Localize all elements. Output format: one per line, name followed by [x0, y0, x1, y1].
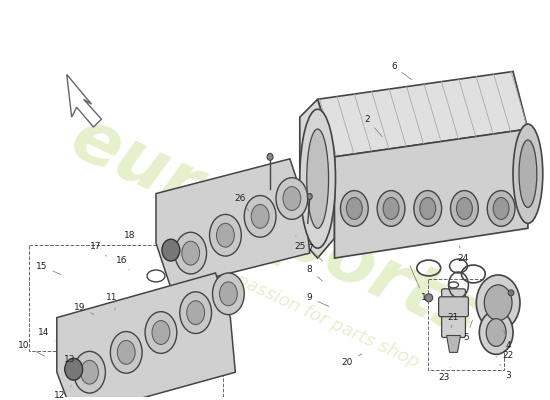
Ellipse shape	[450, 190, 478, 226]
Polygon shape	[334, 129, 528, 258]
Ellipse shape	[519, 140, 537, 208]
Ellipse shape	[65, 358, 82, 380]
Text: 9: 9	[307, 293, 329, 306]
Text: eurosports: eurosports	[59, 103, 491, 353]
Text: 14: 14	[39, 328, 54, 341]
Text: 26: 26	[235, 194, 249, 211]
Ellipse shape	[111, 332, 142, 373]
Ellipse shape	[276, 178, 308, 219]
Text: 8: 8	[307, 266, 322, 281]
Text: 11: 11	[106, 293, 117, 310]
Text: 24: 24	[458, 246, 469, 262]
Ellipse shape	[182, 241, 200, 265]
Polygon shape	[300, 99, 334, 258]
Ellipse shape	[283, 187, 301, 210]
Ellipse shape	[377, 190, 405, 226]
Ellipse shape	[212, 273, 244, 315]
Polygon shape	[318, 72, 528, 157]
Ellipse shape	[425, 294, 433, 302]
Text: 19: 19	[74, 303, 94, 314]
Ellipse shape	[175, 232, 207, 274]
Ellipse shape	[340, 190, 368, 226]
Ellipse shape	[487, 190, 515, 226]
Ellipse shape	[74, 351, 106, 393]
Ellipse shape	[493, 198, 509, 219]
Ellipse shape	[180, 292, 212, 334]
Ellipse shape	[484, 285, 512, 321]
Text: 13: 13	[64, 355, 76, 367]
Text: 23: 23	[438, 368, 450, 382]
Ellipse shape	[456, 198, 472, 219]
Text: 25: 25	[294, 236, 305, 251]
Text: 16: 16	[116, 256, 129, 270]
Ellipse shape	[300, 109, 336, 248]
Ellipse shape	[383, 198, 399, 219]
Ellipse shape	[476, 275, 520, 330]
Text: 10: 10	[18, 341, 45, 356]
Ellipse shape	[479, 311, 513, 354]
Text: 12: 12	[54, 386, 72, 400]
Ellipse shape	[420, 198, 436, 219]
Text: a passion for parts shop: a passion for parts shop	[218, 264, 421, 372]
FancyBboxPatch shape	[442, 289, 465, 338]
Text: 17: 17	[90, 242, 106, 256]
Ellipse shape	[486, 319, 506, 346]
Text: 2: 2	[365, 115, 382, 137]
Ellipse shape	[187, 301, 205, 324]
Text: 3: 3	[500, 364, 511, 380]
Ellipse shape	[307, 194, 312, 200]
Ellipse shape	[346, 198, 362, 219]
Ellipse shape	[145, 312, 177, 353]
Ellipse shape	[219, 282, 237, 306]
Polygon shape	[57, 273, 235, 400]
Text: 4: 4	[504, 330, 511, 350]
Ellipse shape	[162, 239, 180, 261]
Ellipse shape	[251, 204, 269, 228]
Text: 6: 6	[391, 62, 411, 80]
Ellipse shape	[414, 190, 442, 226]
Polygon shape	[447, 336, 460, 352]
Ellipse shape	[210, 214, 241, 256]
Ellipse shape	[513, 124, 543, 223]
Text: 15: 15	[36, 262, 61, 275]
Ellipse shape	[307, 129, 328, 228]
Ellipse shape	[117, 340, 135, 364]
Text: 1: 1	[410, 266, 427, 302]
Ellipse shape	[267, 153, 273, 160]
Polygon shape	[156, 159, 310, 288]
Text: 22: 22	[496, 351, 514, 360]
Text: 5: 5	[464, 320, 472, 342]
Text: 7: 7	[307, 244, 323, 261]
Ellipse shape	[81, 360, 98, 384]
Ellipse shape	[508, 290, 514, 296]
Ellipse shape	[244, 196, 276, 237]
Text: 21: 21	[448, 313, 459, 328]
FancyBboxPatch shape	[439, 297, 469, 317]
Ellipse shape	[152, 321, 170, 344]
Text: 20: 20	[342, 354, 362, 367]
Text: 18: 18	[123, 231, 135, 246]
Ellipse shape	[217, 223, 234, 247]
